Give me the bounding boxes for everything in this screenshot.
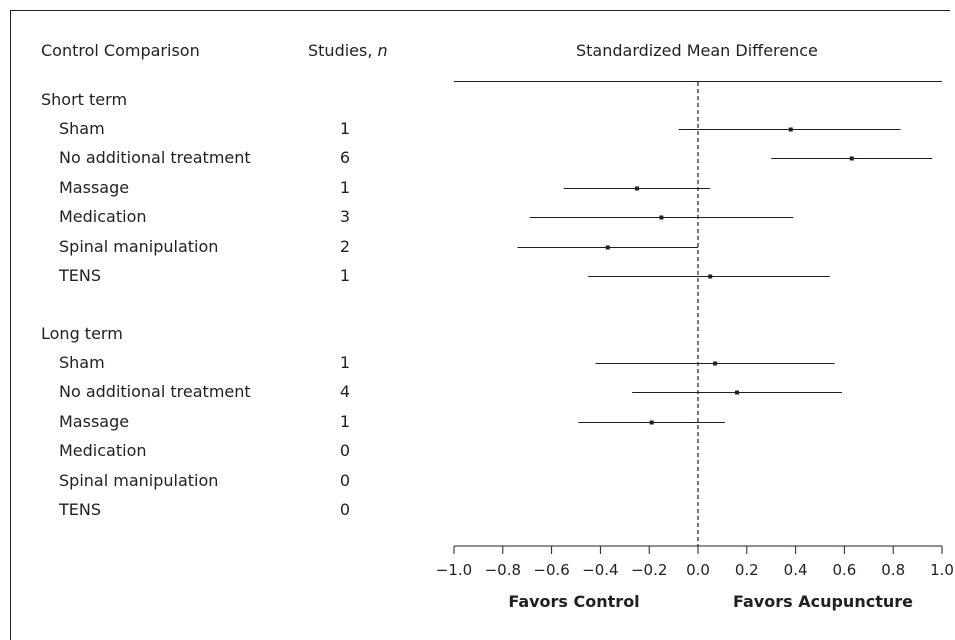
point-estimate	[605, 245, 610, 250]
row-label: Spinal manipulation	[59, 236, 219, 256]
point-estimate	[735, 390, 740, 395]
x-tick-label: 0.2	[735, 561, 759, 579]
row-count: 6	[339, 148, 351, 168]
point-estimate	[649, 420, 654, 425]
row-count: 1	[339, 177, 351, 197]
row-label: Massage	[59, 411, 130, 431]
x-tick-label: −0.2	[631, 561, 667, 579]
group-label: Short term	[41, 90, 128, 109]
x-tick-label: 0.0	[686, 561, 710, 579]
row-count: 3	[339, 207, 351, 227]
row-count: 1	[339, 266, 351, 285]
x-tick-label: −0.4	[582, 561, 618, 579]
row-label: Sham	[59, 119, 105, 138]
point-estimate	[849, 156, 854, 161]
row-label: Medication	[59, 441, 147, 461]
x-tick-label: −1.0	[436, 561, 472, 579]
row-label: No additional treatment	[59, 382, 251, 402]
row-label: TENS	[59, 266, 102, 285]
x-label-left: Favors Control	[508, 592, 639, 611]
row-count: 1	[339, 119, 351, 138]
x-tick-label: −0.8	[485, 561, 521, 579]
point-estimate	[659, 215, 664, 220]
x-tick-label: 1.0	[930, 561, 954, 579]
row-label: Medication	[59, 207, 147, 227]
x-tick-label: 0.4	[784, 561, 808, 579]
row-label: Spinal manipulation	[59, 470, 219, 490]
row-count: 2	[339, 236, 351, 256]
row-count: 0	[339, 441, 351, 461]
row-count: 0	[339, 500, 351, 519]
point-estimate	[635, 186, 639, 191]
row-label: Massage	[59, 177, 130, 197]
group-label: Long term	[41, 324, 123, 343]
row-count: 4	[339, 382, 351, 402]
studies-header-n: n	[377, 41, 388, 60]
row-label: No additional treatment	[59, 148, 251, 168]
studies-header: Studies, n	[308, 41, 388, 61]
point-estimate	[788, 127, 793, 132]
point-estimate	[708, 274, 713, 279]
figure-frame	[10, 10, 950, 640]
studies-header-label: Studies,	[308, 41, 373, 60]
row-count: 1	[339, 411, 351, 431]
row-label: Sham	[59, 353, 105, 372]
point-estimate	[713, 361, 718, 366]
row-label: TENS	[59, 500, 102, 519]
x-tick-label: −0.6	[533, 561, 569, 579]
x-tick-label: 0.8	[881, 561, 905, 579]
x-label-right: Favors Acupuncture	[733, 592, 913, 611]
row-count: 0	[339, 470, 351, 490]
comparison-header: Control Comparison	[41, 41, 200, 60]
x-tick-label: 0.6	[832, 561, 856, 579]
row-count: 1	[339, 353, 351, 372]
smd-header: Standardized Mean Difference	[576, 41, 818, 60]
